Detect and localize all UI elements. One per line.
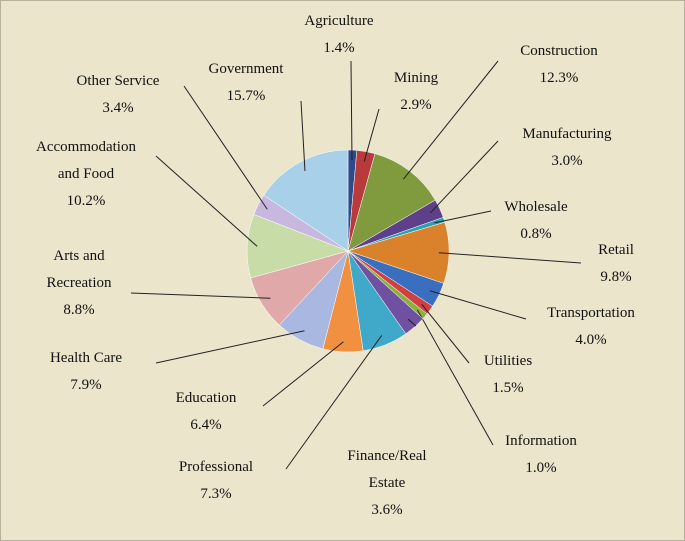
leader-line [183,85,268,210]
leader-line [416,309,494,446]
leader-line [300,100,306,171]
value-label: 15.7% [226,88,266,104]
slice-label: Professional 7.3% [156,454,276,508]
leader-line [403,60,499,180]
category-label: Finance/Real Estate [347,448,427,491]
leader-line [285,335,383,470]
slice-label: Retail 9.8% [571,237,661,291]
slice-label: Finance/Real Estate 3.6% [337,443,437,524]
category-label: Wholesale [504,199,568,215]
slice-label: Agriculture 1.4% [279,8,399,62]
category-label: Manufacturing [522,126,612,142]
slice-label: Manufacturing 3.0% [497,121,637,175]
slice-label: Government 15.7% [191,56,301,110]
leader-line [363,108,380,162]
value-label: 1.0% [525,460,557,476]
value-label: 10.2% [66,193,106,209]
category-label: Education [175,390,237,406]
value-label: 9.8% [600,269,632,285]
slice-label: Arts and Recreation 8.8% [29,243,129,324]
category-label: Professional [178,459,254,475]
slice-label: Mining 2.9% [376,65,456,119]
leader-line [429,290,527,320]
slice-label: Transportation 4.0% [521,300,661,354]
leader-line [130,292,271,299]
category-label: Agriculture [304,13,374,29]
leader-line [434,210,492,224]
value-label: 0.8% [520,226,552,242]
category-label: Accommodation and Food [36,139,136,182]
leader-line [407,318,417,327]
slice-label: Education 6.4% [156,385,256,439]
category-label: Mining [393,70,439,86]
slice-label: Construction 12.3% [494,38,624,92]
category-label: Other Service [76,73,160,89]
slice-label: Other Service 3.4% [53,68,183,122]
category-label: Government [208,61,284,77]
category-label: Construction [520,43,598,59]
leader-line [262,341,344,407]
category-label: Utilities [483,353,533,369]
value-label: 6.4% [190,417,222,433]
slice-label: Wholesale 0.8% [481,194,591,248]
category-label: Retail [598,242,634,258]
leader-line [155,155,258,247]
pie-slice [263,149,349,252]
value-label: 1.4% [323,40,355,56]
slice-label: Accommodation and Food 10.2% [24,134,149,215]
value-label: 8.8% [63,302,95,318]
value-label: 1.5% [492,380,524,396]
category-label: Arts and Recreation [46,248,112,291]
value-label: 4.0% [575,332,607,348]
leader-line [155,330,305,364]
category-label: Health Care [49,350,123,366]
leader-line [421,303,470,364]
category-label: Information [505,433,577,449]
value-label: 3.4% [102,100,134,116]
value-label: 7.3% [200,486,232,502]
value-label: 3.6% [371,502,403,518]
leader-line [350,60,353,161]
leader-line [438,252,582,264]
leader-line [430,140,499,214]
slice-label: Health Care 7.9% [31,345,141,399]
category-label: Transportation [547,305,635,321]
slice-label: Information 1.0% [486,428,596,482]
value-label: 3.0% [551,153,583,169]
value-label: 12.3% [539,70,579,86]
slice-label: Utilities 1.5% [463,348,553,402]
value-label: 7.9% [70,377,102,393]
value-label: 2.9% [400,97,432,113]
